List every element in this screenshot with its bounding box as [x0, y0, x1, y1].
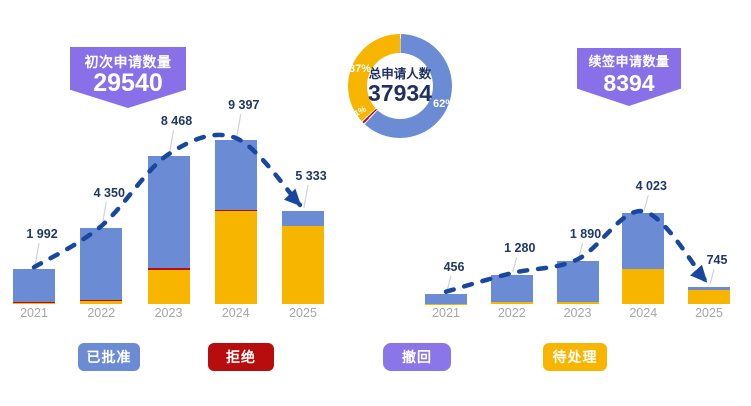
axis-year-label: 2022: [497, 306, 526, 320]
bar-segment-pending: [490, 302, 533, 304]
label-leader-line: [34, 243, 40, 267]
badge-title: 续签申请数量: [588, 54, 670, 69]
bar-segment-approved: [282, 210, 324, 226]
label-leader-line: [101, 201, 107, 226]
bar-segment-pending: [214, 211, 257, 304]
bar-2023: [556, 261, 599, 304]
bar-2022: [490, 275, 533, 304]
donut-center: 总申请人数 37934: [367, 53, 433, 119]
bar-segment-pending: [147, 269, 190, 304]
bar-segment-approved: [688, 287, 730, 290]
bar-total-label: 4 350: [93, 186, 125, 201]
donut-center-value: 37934: [368, 80, 432, 106]
label-leader-line: [446, 275, 452, 291]
bar-total-label: 456: [443, 259, 465, 274]
axis-year-label: 2025: [695, 306, 723, 320]
bar-2021: [13, 269, 55, 304]
badge-title: 初次申请数量: [84, 54, 172, 70]
label-leader-line: [303, 184, 309, 209]
bar-segment-approved: [13, 269, 55, 303]
bar-2024: [214, 140, 257, 304]
axis-year-label: 2025: [289, 306, 317, 320]
bar-2021: [425, 293, 467, 304]
bar-2025: [282, 210, 324, 304]
bar-total-label: 1 992: [26, 227, 58, 242]
axis-year-label: 2021: [20, 306, 48, 320]
bar-segment-pending: [13, 302, 55, 304]
bar-total-label: 9 397: [228, 98, 260, 113]
donut-slice-label-approved: 62%: [432, 98, 456, 110]
badge-initial-applications: 初次申请数量 29540: [70, 47, 186, 108]
axis-year-label: 2024: [221, 306, 250, 320]
label-leader-line: [577, 243, 584, 259]
legend-chip-rejected[interactable]: 拒绝: [208, 343, 274, 371]
bar-segment-approved: [622, 213, 665, 270]
bar-total-label: 1 280: [504, 241, 536, 256]
axis-year-label: 2023: [563, 306, 592, 320]
donut-center-title: 总申请人数: [368, 67, 432, 81]
axis-year-label: 2022: [87, 306, 116, 320]
axis-year-label: 2023: [154, 306, 183, 320]
bar-segment-approved: [214, 140, 257, 211]
bar-segment-pending: [282, 225, 324, 304]
bar-segment-approved: [490, 275, 533, 303]
donut-slice-label-pending: 37%: [348, 63, 372, 75]
label-leader-line: [512, 256, 518, 273]
bar-segment-rejected: [13, 302, 55, 303]
bar-2022: [80, 228, 123, 304]
bar-segment-approved: [147, 156, 190, 268]
axis-year-label: 2024: [629, 306, 658, 320]
badge-renewal-applications: 续签申请数量 8394: [577, 48, 681, 106]
label-leader-line: [709, 269, 715, 285]
bar-segment-pending: [80, 301, 123, 304]
axis-year-label: 2021: [432, 306, 460, 320]
legend-chip-withdrawn[interactable]: 撤回: [383, 343, 451, 371]
bar-total-label: 5 333: [295, 168, 327, 183]
bar-segment-approved: [556, 261, 599, 302]
bar-segment-pending: [622, 269, 665, 304]
bar-2024: [622, 213, 665, 304]
badge-value: 8394: [603, 70, 655, 96]
bar-total-label: 745: [706, 253, 728, 268]
label-leader-line: [168, 130, 175, 154]
label-leader-line: [643, 195, 649, 211]
bar-total-label: 1 890: [569, 227, 602, 242]
label-leader-line: [236, 113, 242, 138]
bar-segment-pending: [688, 290, 730, 304]
bar-segment-rejected: [80, 299, 123, 302]
bar-2025: [688, 287, 730, 304]
bar-total-label: 4 023: [635, 179, 667, 194]
badge-value: 29540: [93, 69, 163, 97]
bar-total-label: 8 468: [160, 114, 193, 129]
bar-segment-approved: [425, 293, 467, 304]
bar-2023: [147, 156, 190, 304]
bar-segment-approved: [80, 228, 123, 300]
donut-chart: 总申请人数 37934: [348, 34, 452, 138]
bar-segment-pending: [556, 301, 599, 304]
legend-chip-pending[interactable]: 待处理: [543, 343, 607, 371]
legend-chip-approved[interactable]: 已批准: [78, 343, 140, 371]
